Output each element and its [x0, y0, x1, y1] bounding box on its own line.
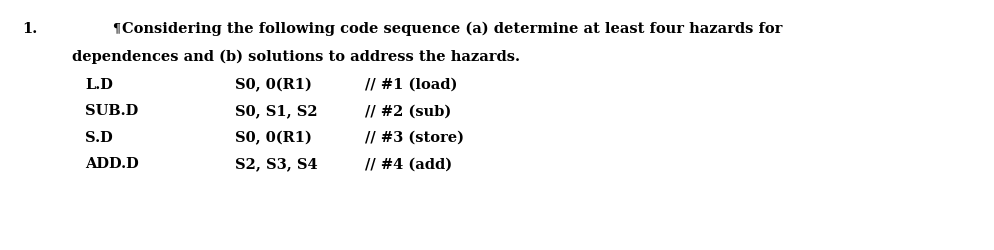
Text: S0, 0(R1): S0, 0(R1) [235, 78, 312, 92]
Text: L.D: L.D [85, 78, 113, 92]
Text: S0, S1, S2: S0, S1, S2 [235, 104, 318, 118]
Text: 1.: 1. [22, 22, 37, 36]
Text: S0, 0(R1): S0, 0(R1) [235, 131, 312, 145]
Text: dependences and (b) solutions to address the hazards.: dependences and (b) solutions to address… [72, 50, 520, 64]
Text: // #1 (load): // #1 (load) [365, 78, 457, 92]
Text: Considering the following code sequence (a) determine at least four hazards for: Considering the following code sequence … [122, 22, 782, 36]
Text: // #2 (sub): // #2 (sub) [365, 104, 451, 118]
Text: SUB.D: SUB.D [85, 104, 138, 118]
Text: // #3 (store): // #3 (store) [365, 131, 464, 145]
Text: S.D: S.D [85, 131, 112, 145]
Text: ADD.D: ADD.D [85, 158, 139, 172]
Text: // #4 (add): // #4 (add) [365, 158, 452, 172]
Text: ¶: ¶ [112, 22, 120, 35]
Text: S2, S3, S4: S2, S3, S4 [235, 158, 318, 172]
